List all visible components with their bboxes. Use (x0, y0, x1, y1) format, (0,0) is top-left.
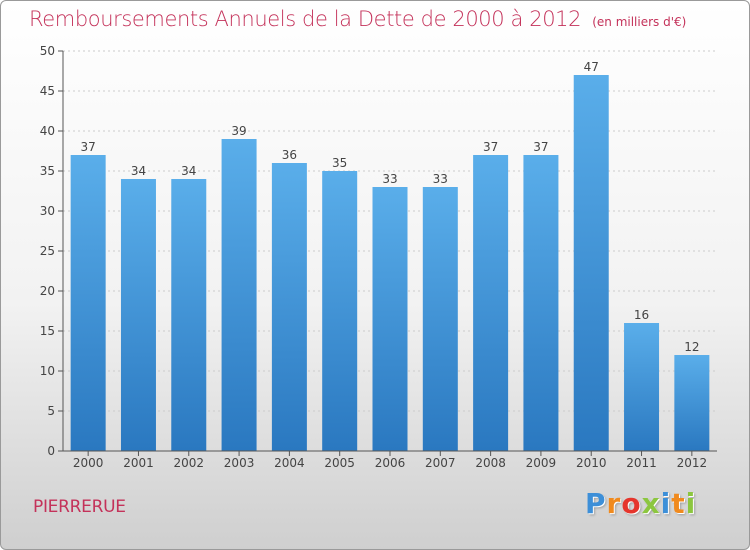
bar (322, 171, 358, 451)
bar-chart: 37 34 34 39 36 35 33 33 37 37 47 16 12 0 5 10 15 20 25 30 3… (40, 44, 717, 470)
x-tick-label: 2000 (73, 456, 104, 470)
bar (422, 187, 458, 451)
bar-value-label: 34 (181, 164, 196, 178)
bar-value-label: 36 (282, 148, 297, 162)
logo-letter: t (671, 487, 686, 520)
bar-value-label: 37 (81, 140, 96, 154)
y-tick-label: 25 (40, 244, 55, 258)
bar (372, 187, 408, 451)
bar-value-label: 33 (382, 172, 397, 186)
logo-letter: i (660, 487, 672, 520)
bar-value-label: 12 (684, 340, 699, 354)
logo-letter: o (621, 487, 642, 520)
logo-letter: i (685, 487, 697, 520)
axes: 0 5 10 15 20 25 30 35 40 45 50 2000 2001 2002 2003 2004… (40, 44, 717, 470)
x-tick-label: 2009 (526, 456, 557, 470)
bar-value-label: 37 (483, 140, 498, 154)
bar (221, 139, 257, 451)
x-tick-label: 2007 (425, 456, 456, 470)
bar (473, 155, 509, 451)
bar-value-label: 37 (533, 140, 548, 154)
y-tick-label: 40 (40, 124, 55, 138)
bars: 37 34 34 39 36 35 33 33 37 37 47 16 12 (70, 60, 710, 451)
y-tick-label: 50 (40, 44, 55, 58)
bar (624, 323, 660, 451)
x-tick-label: 2005 (324, 456, 355, 470)
bar (70, 155, 106, 451)
chart-unit-note: (en milliers d'€) (592, 15, 687, 29)
y-tick-label: 15 (40, 324, 55, 338)
commune-name: PIERRERUE (33, 497, 126, 517)
bar (573, 75, 609, 451)
bar-value-label: 35 (332, 156, 347, 170)
y-tick-label: 35 (40, 164, 55, 178)
bar (523, 155, 559, 451)
chart-title-text: Remboursements Annuels de la Dette de 20… (29, 7, 582, 31)
bar-value-label: 39 (231, 124, 246, 138)
x-tick-label: 2001 (123, 456, 154, 470)
bar (674, 355, 710, 451)
logo-letter: P (585, 487, 607, 520)
proxiti-logo: Proxiti (585, 487, 696, 520)
bar (120, 179, 156, 451)
bar-value-label: 33 (433, 172, 448, 186)
y-tick-label: 45 (40, 84, 55, 98)
x-tick-label: 2006 (375, 456, 406, 470)
x-tick-label: 2008 (475, 456, 506, 470)
x-tick-label: 2002 (173, 456, 204, 470)
logo-letter: r (606, 487, 622, 520)
chart-title: Remboursements Annuels de la Dette de 20… (29, 7, 686, 31)
logo-letter: x (641, 487, 661, 520)
y-tick-label: 10 (40, 364, 55, 378)
bar-value-label: 34 (131, 164, 146, 178)
y-tick-label: 5 (47, 404, 55, 418)
bar-value-label: 16 (634, 308, 649, 322)
x-tick-label: 2003 (224, 456, 255, 470)
y-tick-label: 20 (40, 284, 55, 298)
x-tick-label: 2004 (274, 456, 305, 470)
x-tick-label: 2012 (677, 456, 708, 470)
y-tick-label: 30 (40, 204, 55, 218)
y-tick-label: 0 (47, 444, 55, 458)
bar-value-label: 47 (584, 60, 599, 74)
x-tick-label: 2011 (626, 456, 657, 470)
bar (271, 163, 307, 451)
x-tick-label: 2010 (576, 456, 607, 470)
bar (171, 179, 207, 451)
